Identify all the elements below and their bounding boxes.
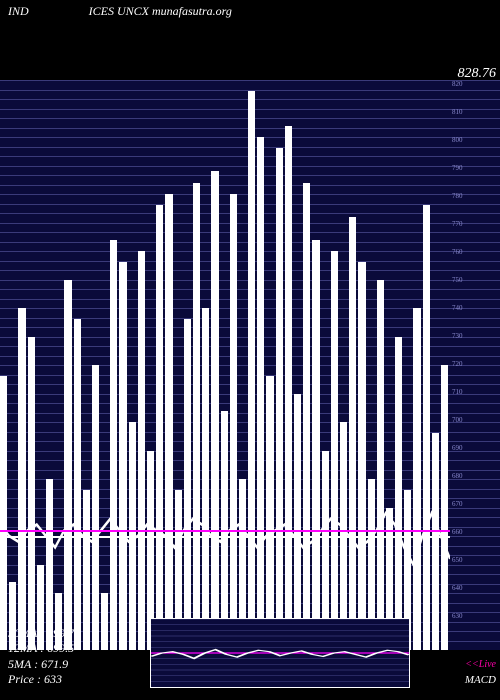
header-right: ICES UNCX munafasutra.org xyxy=(89,4,232,24)
inset-signal xyxy=(151,619,409,687)
signal-line xyxy=(0,80,450,650)
macd-inset xyxy=(150,618,410,688)
chart-header: IND ICES UNCX munafasutra.org xyxy=(0,4,500,24)
macd-label: MACD xyxy=(465,674,496,686)
live-label: <<Live xyxy=(465,659,496,670)
header-left: IND xyxy=(8,4,29,24)
indicator-info: 50MA : 699.712MA : 699.55MA : 671.9Price… xyxy=(8,626,74,688)
main-chart xyxy=(0,80,450,650)
y-axis: 8208108007907807707607507407307207107006… xyxy=(450,80,500,650)
